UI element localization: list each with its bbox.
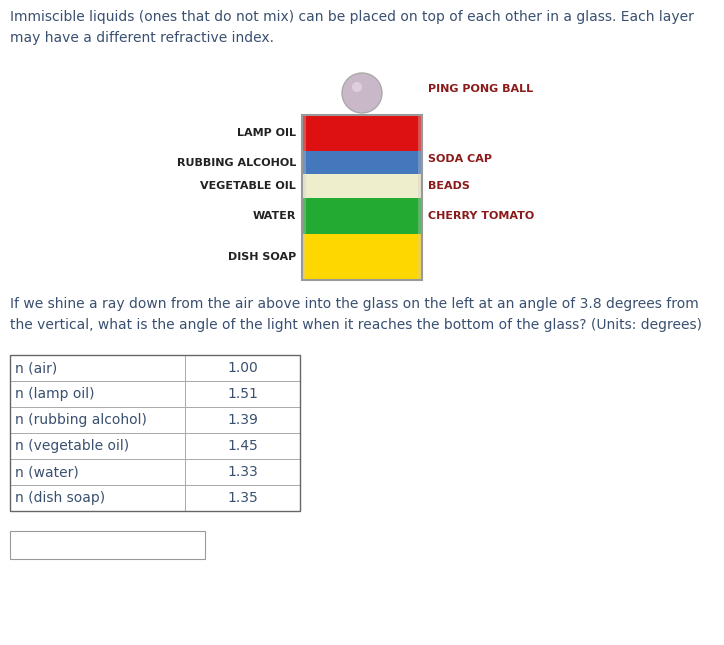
- Bar: [185, 459, 300, 485]
- Bar: [10, 433, 185, 459]
- Text: n (lamp oil): n (lamp oil): [15, 387, 95, 401]
- Circle shape: [342, 73, 382, 113]
- Text: LAMP OIL: LAMP OIL: [237, 128, 296, 138]
- Bar: [185, 485, 300, 511]
- Text: 1.33: 1.33: [227, 465, 258, 479]
- Text: CHERRY TOMATO: CHERRY TOMATO: [428, 211, 534, 221]
- Bar: [418, 115, 422, 280]
- Text: n (water): n (water): [15, 465, 79, 479]
- Text: n (rubbing alcohol): n (rubbing alcohol): [15, 413, 147, 427]
- Bar: [10, 531, 205, 559]
- Text: Immiscible liquids (ones that do not mix) can be placed on top of each other in : Immiscible liquids (ones that do not mix…: [10, 10, 694, 45]
- Bar: [10, 381, 185, 407]
- Bar: [10, 459, 185, 485]
- Text: If we shine a ray down from the air above into the glass on the left at an angle: If we shine a ray down from the air abov…: [10, 297, 702, 332]
- Text: n (vegetable oil): n (vegetable oil): [15, 439, 129, 453]
- Text: PING PONG BALL: PING PONG BALL: [428, 84, 533, 94]
- Bar: [10, 485, 185, 511]
- Text: RUBBING ALCOHOL: RUBBING ALCOHOL: [177, 158, 296, 168]
- Bar: [302, 152, 422, 174]
- Bar: [185, 407, 300, 433]
- Text: 1.00: 1.00: [227, 361, 258, 375]
- Text: n (air): n (air): [15, 361, 57, 375]
- Bar: [302, 233, 422, 280]
- Bar: [185, 381, 300, 407]
- Text: 1.39: 1.39: [227, 413, 258, 427]
- Circle shape: [352, 82, 362, 92]
- Bar: [302, 197, 422, 233]
- Bar: [302, 115, 422, 280]
- Text: DISH SOAP: DISH SOAP: [228, 252, 296, 262]
- Bar: [10, 355, 300, 511]
- Text: VEGETABLE OIL: VEGETABLE OIL: [201, 181, 296, 191]
- Text: SODA CAP: SODA CAP: [428, 154, 492, 164]
- Bar: [10, 407, 185, 433]
- Bar: [185, 433, 300, 459]
- Bar: [10, 355, 185, 381]
- Text: 1.35: 1.35: [227, 491, 258, 505]
- Bar: [302, 115, 422, 152]
- Text: BEADS: BEADS: [428, 181, 470, 191]
- Text: n (dish soap): n (dish soap): [15, 491, 105, 505]
- Bar: [302, 174, 422, 197]
- Text: WATER: WATER: [253, 211, 296, 221]
- Text: 1.51: 1.51: [227, 387, 258, 401]
- Bar: [185, 355, 300, 381]
- Bar: [302, 115, 306, 280]
- Text: 1.45: 1.45: [227, 439, 258, 453]
